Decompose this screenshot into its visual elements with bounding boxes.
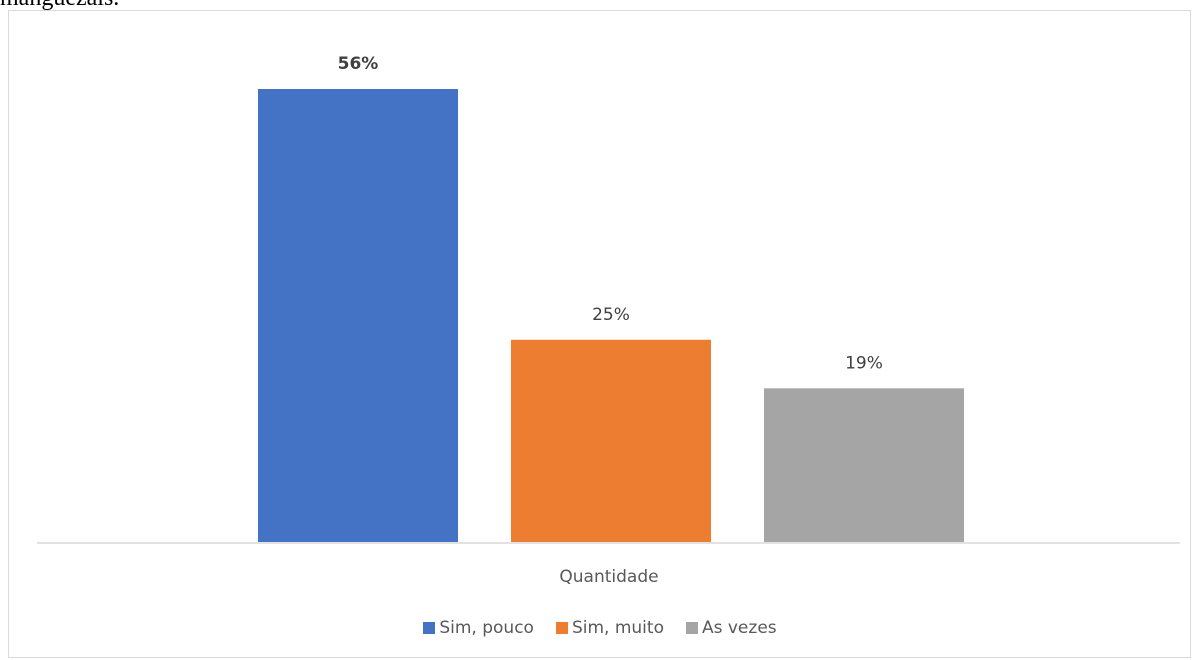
legend-swatch [555,622,568,634]
legend-label: As vezes [701,618,777,638]
data-label-sim-pouco: 56% [338,54,379,74]
legend-item: Sim, pouco [423,618,534,638]
legend-label: Sim, pouco [439,618,534,638]
bar-sim-muito [511,339,711,542]
legend-swatch [423,622,436,634]
chart-area [8,10,1191,658]
data-label-as-vezes: 19% [845,353,883,373]
bar-sim-pouco [258,89,458,542]
x-axis-title: Quantidade [559,567,658,587]
legend-item: As vezes [685,618,777,638]
bar-as-vezes [764,388,964,542]
chart-legend: Sim, pouco Sim, muito As vezes [0,618,1200,638]
page-text-fragment: manguezais. [0,0,119,12]
legend-item: Sim, muito [555,618,664,638]
legend-swatch [685,622,698,634]
data-label-sim-muito: 25% [592,305,630,325]
legend-label: Sim, muito [571,618,664,638]
